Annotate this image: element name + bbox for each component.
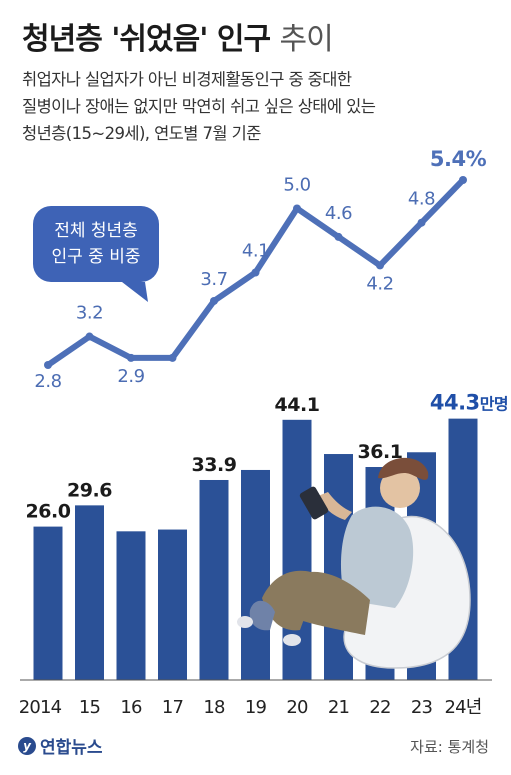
x-tick-label-7: 21: [328, 697, 349, 718]
callout: 전체 청년층 인구 중 비중: [33, 206, 159, 302]
line-point-0: [44, 361, 52, 369]
line-point-8: [376, 261, 384, 270]
subtitle-line-1: 취업자나 실업자가 아닌 비경제활동인구 중 중대한: [22, 70, 352, 89]
bar-5: [241, 469, 270, 680]
logo-text: 연합뉴스: [40, 738, 103, 758]
source-note: 자료: 통계청: [410, 738, 489, 756]
x-tick-label-5: 19: [245, 697, 267, 718]
line-label-8: 4.2: [366, 273, 393, 294]
line-label-7: 4.6: [325, 203, 352, 224]
line-label-4: 3.7: [200, 269, 227, 290]
person-illustration: [237, 457, 471, 669]
line-point-7: [334, 232, 343, 241]
callout-line-2: 인구 중 비중: [51, 247, 140, 267]
bar-label-0: 26.0: [26, 501, 71, 523]
x-tick-label-6: 20: [286, 697, 308, 718]
line-point-6: [293, 204, 301, 213]
callout-line-1: 전체 청년층: [54, 221, 138, 241]
line-point-1: [85, 332, 94, 341]
page-title: 청년층 '쉬었음' 인구 추이: [22, 14, 334, 58]
bar-0: [33, 526, 63, 680]
bar-3: [158, 529, 187, 680]
line-point-10: [459, 176, 467, 184]
bar-4: [199, 479, 229, 680]
x-tick-label-2: 16: [120, 697, 142, 718]
x-tick-label-8: 22: [369, 697, 390, 718]
line-point-9: [417, 218, 426, 227]
line-label-2: 2.9: [117, 366, 144, 387]
line-series: 2.8 3.2 2.9 3.7 4.1 5.0 4.6 4.2 4.8 5.4%: [34, 147, 487, 392]
bar-label-4: 33.9: [192, 454, 237, 476]
line-label-0: 2.8: [34, 371, 61, 392]
subtitle-line-2: 질병이나 장애는 없지만 막연히 쉬고 싶은 상태에 있는: [22, 97, 376, 116]
subtitle-line-3: 청년층(15~29세), 연도별 7월 기준: [22, 124, 261, 143]
line-point-5: [251, 268, 260, 277]
bar-label-6: 44.1: [275, 394, 320, 416]
bar-label-1: 29.6: [67, 479, 112, 501]
bar-label-8: 36.1: [358, 441, 403, 463]
x-tick-label-1: 15: [79, 697, 100, 718]
title-light: 추이: [279, 22, 334, 57]
logo-mark-icon: y: [18, 736, 36, 755]
x-tick-label-10: 24년: [444, 697, 481, 718]
x-tick-label-3: 17: [162, 697, 183, 718]
bar-label-unit: 만명: [480, 395, 508, 414]
line-point-3: [168, 353, 177, 362]
line-label-10: 5.4%: [430, 147, 487, 171]
bar-label-10: 44.3만명: [430, 391, 508, 415]
x-tick-label-9: 23: [411, 697, 433, 718]
line-label-6: 5.0: [283, 174, 310, 195]
line-label-5: 4.1: [242, 241, 269, 262]
line-point-2: [127, 353, 135, 362]
title-main: 청년층 '쉬었음' 인구: [22, 22, 271, 57]
bar-1: [75, 505, 104, 680]
line-label-9: 4.8: [408, 189, 435, 210]
logo: y 연합뉴스: [18, 733, 103, 758]
x-axis: 2014 15 16 17 18 19 20 21 22 23 24년: [19, 679, 492, 718]
line-point-4: [210, 296, 218, 305]
x-tick-label-4: 18: [203, 697, 225, 718]
line-label-1: 3.2: [76, 303, 103, 324]
x-tick-label-0: 2014: [19, 697, 62, 718]
bar-2: [116, 531, 146, 680]
